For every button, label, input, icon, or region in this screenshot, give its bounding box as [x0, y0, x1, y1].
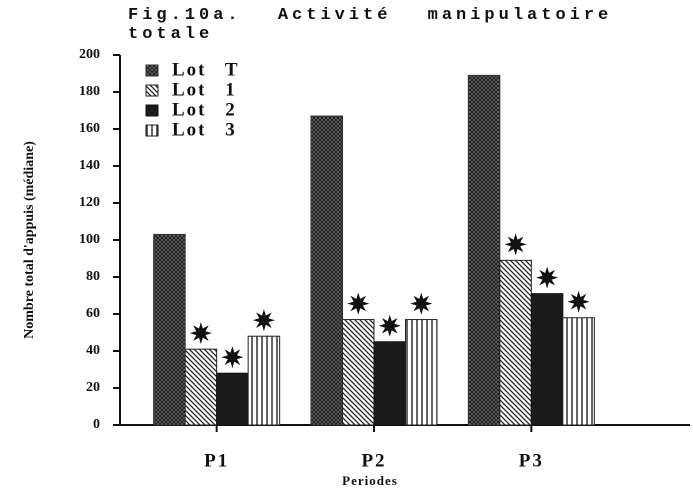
significance-star	[536, 266, 559, 289]
y-tick-label: 200	[79, 47, 100, 62]
x-axis-label: Periodes	[342, 473, 398, 488]
significance-star	[378, 314, 401, 337]
bar	[310, 115, 343, 426]
legend-label: Lot T	[172, 59, 240, 80]
bar	[247, 335, 281, 426]
legend-label: Lot 3	[172, 119, 237, 140]
x-tick-label: P3	[519, 450, 544, 471]
y-axis-label: Nombre total d'appuis (médiane)	[22, 141, 37, 339]
y-tick-label: 0	[93, 417, 100, 432]
bar	[530, 293, 564, 426]
y-tick-label: 80	[86, 269, 100, 284]
legend-swatch	[145, 64, 159, 77]
bar	[405, 319, 438, 426]
y-tick-label: 160	[79, 121, 100, 136]
bar	[499, 259, 532, 426]
significance-star	[504, 233, 527, 256]
bar	[562, 317, 595, 426]
x-tick-label: P1	[204, 450, 229, 471]
significance-star	[410, 292, 433, 315]
y-tick-label: 140	[79, 158, 100, 173]
chart-title: Fig.10a. Activité manipulatoire totale	[128, 6, 613, 44]
bar	[153, 233, 186, 426]
legend-swatch	[145, 84, 159, 97]
x-tick-label: P2	[361, 450, 386, 471]
bar	[373, 341, 406, 426]
y-tick-label: 20	[86, 380, 100, 395]
y-tick-label: 100	[79, 232, 100, 247]
significance-star	[189, 322, 212, 345]
y-tick-label: 40	[86, 343, 100, 358]
significance-star	[252, 309, 275, 332]
bar	[216, 372, 249, 426]
y-tick-label: 120	[79, 195, 100, 210]
bar	[467, 74, 501, 426]
bar	[184, 348, 218, 426]
y-tick-label: 180	[79, 84, 100, 99]
legend-label: Lot 2	[172, 99, 237, 120]
legend-label: Lot 1	[172, 79, 237, 100]
legend-swatch	[145, 124, 159, 137]
significance-star	[347, 292, 370, 315]
bar	[342, 319, 375, 426]
significance-star	[221, 346, 244, 369]
legend-swatch	[145, 104, 159, 117]
significance-star	[567, 290, 590, 313]
y-tick-label: 60	[86, 306, 100, 321]
